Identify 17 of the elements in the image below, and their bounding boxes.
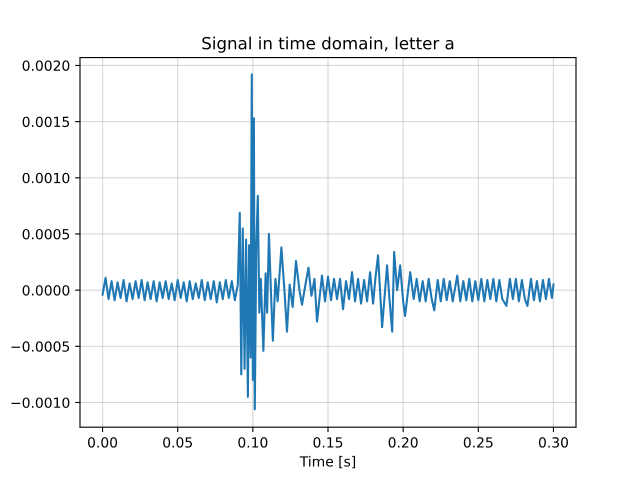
x-tick-label: 0.10 (238, 437, 268, 448)
line-series (102, 73, 554, 410)
y-tick-label: 0.0000 (22, 285, 70, 296)
x-axis-title: Time [s] (300, 456, 356, 468)
y-tick-label: 0.0010 (22, 172, 70, 184)
x-tick-label: 0.20 (388, 437, 418, 448)
chart-title: Signal in time domain, letter a (202, 36, 454, 53)
y-tick-label: 0.0020 (22, 60, 70, 71)
y-tick-label: 0.0005 (22, 228, 70, 240)
x-tick-label: 0.15 (313, 437, 342, 448)
x-tick-label: 0.00 (88, 437, 118, 448)
x-tick-label: 0.25 (464, 437, 493, 448)
x-tick-label: 0.30 (538, 437, 568, 448)
y-tick-label: −0.0010 (12, 397, 70, 408)
y-tick-label: 0.0015 (22, 116, 70, 128)
x-tick-label: 0.05 (163, 437, 192, 448)
y-tick-label: −0.0005 (12, 341, 70, 352)
